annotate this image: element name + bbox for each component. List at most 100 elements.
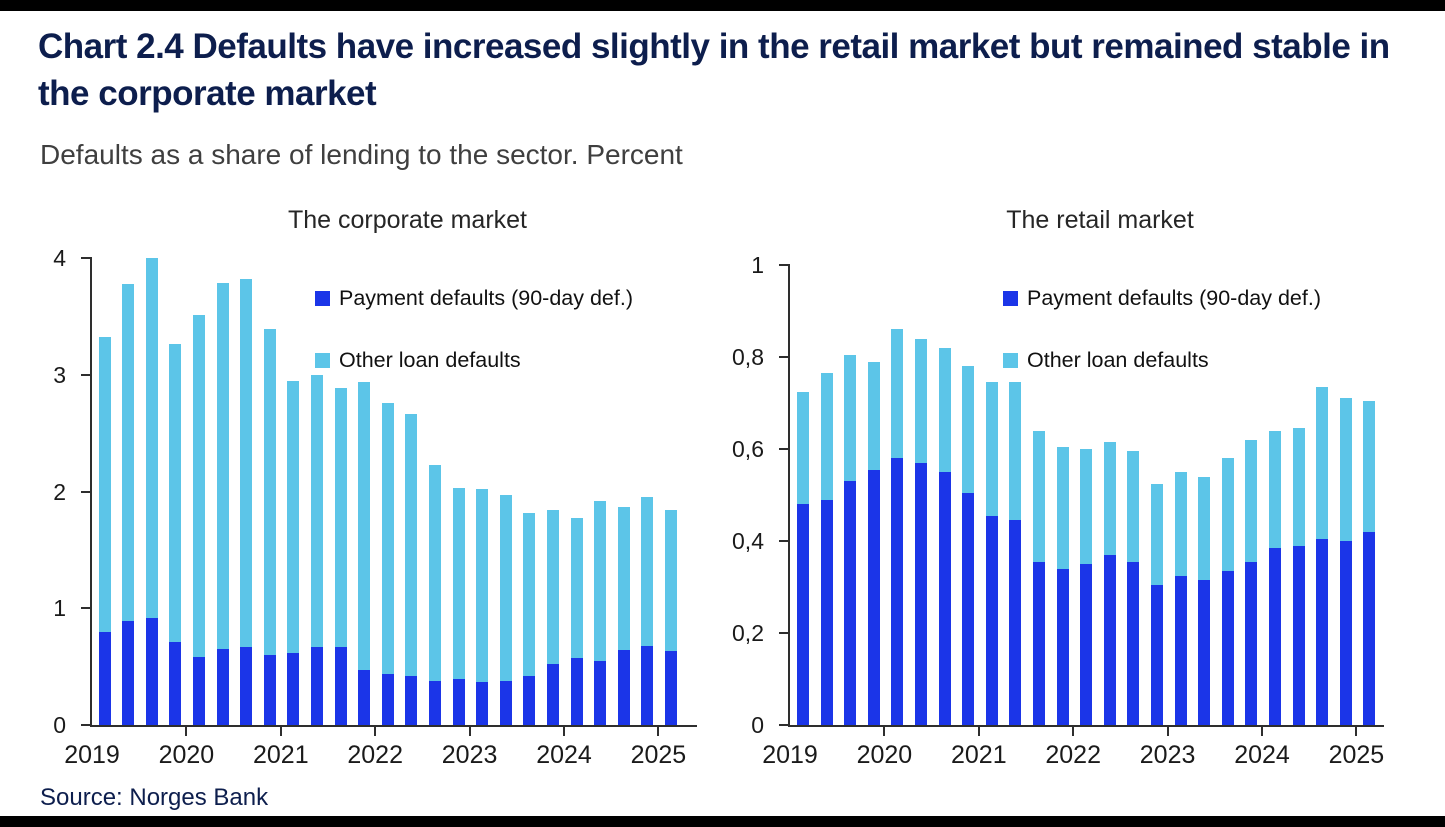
bar-segment-other-loan-defaults xyxy=(915,338,927,463)
x-axis-year-label: 2019 xyxy=(64,741,120,769)
corporate-chart-title: The corporate market xyxy=(288,206,527,234)
bar-segment-payment-defaults xyxy=(98,631,111,725)
bar-segment-payment-defaults xyxy=(1292,545,1305,725)
bar-segment-other-loan-defaults xyxy=(617,506,630,651)
y-axis-tick xyxy=(81,257,92,259)
bar-segment-other-loan-defaults xyxy=(122,283,135,622)
bar-segment-payment-defaults xyxy=(797,504,809,725)
bar-segment-other-loan-defaults xyxy=(546,510,559,665)
bar-segment-other-loan-defaults xyxy=(1316,386,1329,539)
bar-segment-payment-defaults xyxy=(358,670,371,725)
bar-segment-other-loan-defaults xyxy=(240,279,253,647)
bar-segment-other-loan-defaults xyxy=(891,329,904,459)
x-axis-year-label: 2022 xyxy=(1045,741,1101,769)
x-axis-tick xyxy=(1261,727,1263,736)
x-axis-tick xyxy=(279,727,282,736)
bar-segment-payment-defaults xyxy=(844,481,857,725)
y-axis-label: 0,6 xyxy=(732,436,764,462)
x-axis-year-label: 2021 xyxy=(950,741,1007,769)
bar-segment-other-loan-defaults xyxy=(476,489,489,682)
y-axis-tick xyxy=(81,373,92,376)
x-axis-year-label: 2024 xyxy=(1234,741,1290,769)
retail-plot-area: 0 0,2 0,4 0,6 0,8 1 2019 2020 2021 2022 2023 2024 20… xyxy=(732,252,1384,769)
x-axis-tick xyxy=(1166,727,1169,736)
x-axis-year-label: 2020 xyxy=(856,741,913,769)
bar-segment-payment-defaults xyxy=(334,646,347,725)
y-axis-tick xyxy=(779,448,790,450)
y-axis-tick xyxy=(81,490,92,493)
bar-segment-payment-defaults xyxy=(985,515,998,725)
top-rule-bar xyxy=(0,0,1445,11)
bottom-rule-bar xyxy=(0,816,1445,827)
bar-segment-other-loan-defaults xyxy=(1033,430,1045,562)
bar-segment-other-loan-defaults xyxy=(570,518,583,659)
bar-segment-other-loan-defaults xyxy=(820,373,833,500)
x-axis-year-label: 2023 xyxy=(1139,741,1196,769)
bar-segment-other-loan-defaults xyxy=(310,374,323,647)
bar-segment-other-loan-defaults xyxy=(664,510,677,652)
x-axis-year-label: 2020 xyxy=(158,741,215,769)
bar-segment-payment-defaults xyxy=(570,658,583,725)
bar-segment-payment-defaults xyxy=(820,499,833,725)
retail-legend: Payment defaults (90-day def.) Other loa… xyxy=(1003,286,1321,373)
bar-segment-payment-defaults xyxy=(523,675,536,725)
bar-segment-payment-defaults xyxy=(938,472,951,725)
bar-segment-payment-defaults xyxy=(381,673,394,725)
bar-segment-other-loan-defaults xyxy=(192,315,205,658)
x-axis-tick xyxy=(1072,727,1075,736)
x-axis-year-label: 2022 xyxy=(347,741,403,769)
y-axis-tick xyxy=(779,264,790,266)
x-axis-year-label: 2019 xyxy=(762,741,818,769)
bar-segment-payment-defaults xyxy=(1221,570,1234,725)
bar-segment-payment-defaults xyxy=(1080,564,1093,725)
bar-segment-other-loan-defaults xyxy=(334,387,347,647)
legend-label-other-loan-defaults: Other loan defaults xyxy=(339,348,521,372)
legend-item-other-loan-defaults: Other loan defaults xyxy=(1003,348,1321,373)
bar-segment-payment-defaults xyxy=(1151,584,1163,725)
other-loan-defaults-swatch-icon xyxy=(315,353,330,368)
bar-segment-other-loan-defaults xyxy=(1174,472,1187,576)
bar-segment-payment-defaults xyxy=(891,458,904,725)
bar-segment-other-loan-defaults xyxy=(797,391,809,505)
y-axis-label: 3 xyxy=(53,361,66,388)
y-axis-label: 0,2 xyxy=(732,620,764,646)
bar-segment-other-loan-defaults xyxy=(145,258,158,618)
source-attribution: Source: Norges Bank xyxy=(40,784,269,811)
bar-segment-other-loan-defaults xyxy=(641,497,654,646)
y-axis-tick xyxy=(779,632,790,634)
bar-segment-other-loan-defaults xyxy=(499,495,512,681)
bar-segment-other-loan-defaults xyxy=(1221,458,1234,571)
page-subtitle: Defaults as a share of lending to the se… xyxy=(40,139,683,170)
bar-segment-other-loan-defaults xyxy=(1080,449,1093,564)
bar-segment-other-loan-defaults xyxy=(428,464,441,681)
bar-segment-payment-defaults xyxy=(546,664,559,725)
x-axis-tick xyxy=(185,727,188,736)
bar-segment-payment-defaults xyxy=(499,680,512,725)
y-axis-label: 4 xyxy=(53,245,66,271)
y-axis-label: 1 xyxy=(53,595,66,622)
bar-segment-payment-defaults xyxy=(1103,554,1116,725)
bar-segment-payment-defaults xyxy=(263,654,276,725)
bar-segment-other-loan-defaults xyxy=(216,282,229,650)
bar-segment-other-loan-defaults xyxy=(452,488,465,680)
bar-segment-other-loan-defaults xyxy=(1269,430,1281,548)
x-axis-tick xyxy=(1355,727,1358,736)
bar-segment-other-loan-defaults xyxy=(98,337,111,632)
bar-segment-payment-defaults xyxy=(1316,538,1329,725)
corporate-plot-area: 0 1 2 3 4 2019 2020 2021 2022 2023 2024 2025 xyxy=(53,245,697,769)
bar-segment-other-loan-defaults xyxy=(594,500,607,661)
y-axis-label: 0 xyxy=(751,712,764,738)
bar-segment-payment-defaults xyxy=(641,645,654,725)
bar-segment-payment-defaults xyxy=(1339,541,1352,725)
payment-defaults-swatch-icon xyxy=(1003,291,1018,306)
bar-segment-payment-defaults xyxy=(240,646,253,725)
y-axis-label: 0 xyxy=(53,712,66,738)
payment-defaults-swatch-icon xyxy=(315,291,330,306)
bar-segment-other-loan-defaults xyxy=(1245,439,1258,562)
x-axis-year-label: 2023 xyxy=(441,741,498,769)
bar-segment-other-loan-defaults xyxy=(1151,483,1163,585)
x-axis-tick xyxy=(657,727,660,736)
bar-segment-payment-defaults xyxy=(617,650,630,725)
legend-label-payment-defaults: Payment defaults (90-day def.) xyxy=(339,286,633,310)
